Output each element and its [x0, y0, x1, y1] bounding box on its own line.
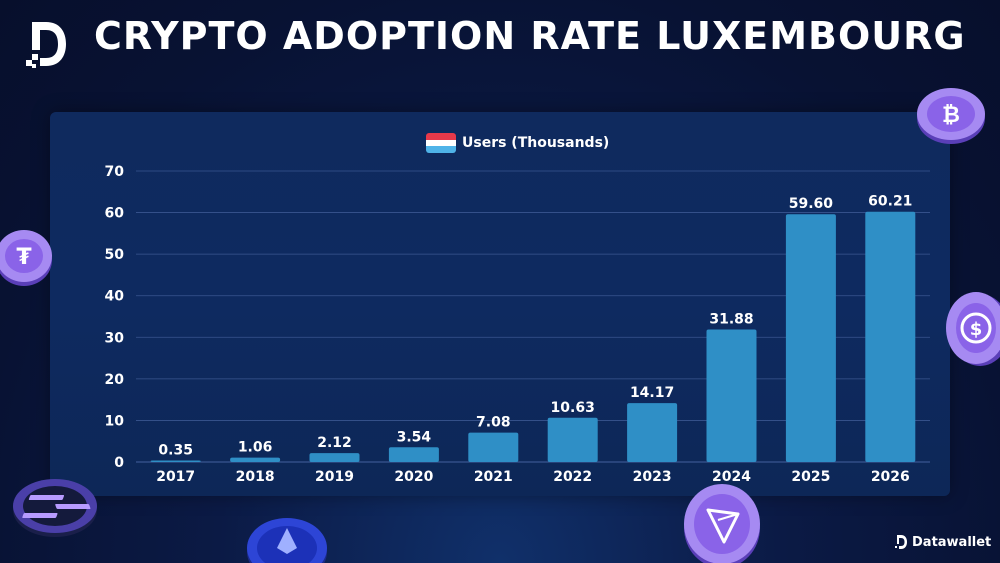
- bar-2023: [627, 403, 678, 462]
- y-tick-label: 60: [105, 206, 125, 222]
- data-label-2025: 59.60: [789, 196, 834, 212]
- bar-2019: [309, 453, 360, 462]
- y-tick-label: 20: [105, 372, 125, 388]
- x-tick-label-2019: 2019: [315, 469, 354, 485]
- tether-icon: ₮: [0, 230, 52, 286]
- usd-coin-icon: $: [946, 292, 1000, 366]
- x-tick-label-2025: 2025: [791, 469, 830, 485]
- svg-text:$: $: [970, 319, 983, 340]
- legend-label: Users (Thousands): [462, 135, 610, 151]
- data-label-2019: 2.12: [317, 435, 352, 451]
- data-label-2018: 1.06: [238, 440, 273, 456]
- x-tick-label-2018: 2018: [236, 469, 275, 485]
- luxembourg-flag-icon: [426, 133, 456, 153]
- chart-legend: Users (Thousands): [426, 132, 609, 154]
- x-tick-label-2024: 2024: [712, 469, 751, 485]
- x-tick-label-2022: 2022: [553, 469, 592, 485]
- svg-text:₿: ₿: [942, 103, 960, 128]
- page-title: CRYPTO ADOPTION RATE LUXEMBOURG: [94, 14, 966, 58]
- x-tick-label-2023: 2023: [633, 469, 672, 485]
- y-tick-label: 30: [105, 330, 125, 346]
- data-label-2020: 3.54: [397, 429, 432, 445]
- data-label-2017: 0.35: [158, 443, 193, 459]
- brand-name: Datawallet: [912, 534, 992, 550]
- ethereum-icon: [247, 518, 327, 563]
- data-label-2026: 60.21: [868, 194, 912, 210]
- x-tick-label-2020: 2020: [394, 469, 433, 485]
- bar-2018: [230, 457, 281, 462]
- data-label-2021: 7.08: [476, 415, 511, 431]
- bar-2021: [468, 432, 519, 462]
- bar-2025: [785, 214, 836, 462]
- bar-2020: [388, 447, 439, 462]
- data-label-2022: 10.63: [551, 400, 595, 416]
- y-tick-label: 50: [105, 247, 125, 263]
- datawallet-logo: [26, 22, 66, 68]
- data-label-2023: 14.17: [630, 385, 674, 401]
- bar-2026: [865, 211, 916, 462]
- svg-text:₮: ₮: [16, 245, 32, 270]
- bar-2024: [706, 329, 757, 462]
- bar-2022: [547, 417, 598, 462]
- x-tick-label-2021: 2021: [474, 469, 513, 485]
- y-tick-label: 0: [114, 455, 124, 471]
- solana-icon: [13, 479, 97, 537]
- y-tick-label: 70: [105, 164, 125, 180]
- x-tick-label-2017: 2017: [156, 469, 195, 485]
- y-tick-label: 10: [105, 413, 125, 429]
- datawallet-mark-icon: [895, 535, 907, 549]
- x-tick-label-2026: 2026: [871, 469, 910, 485]
- bar-2017: [150, 460, 201, 462]
- brand-watermark: Datawallet: [894, 534, 991, 550]
- bitcoin-icon: ₿: [917, 88, 985, 144]
- data-label-2024: 31.88: [709, 311, 753, 327]
- tron-icon: [684, 484, 760, 563]
- y-tick-label: 40: [105, 289, 125, 305]
